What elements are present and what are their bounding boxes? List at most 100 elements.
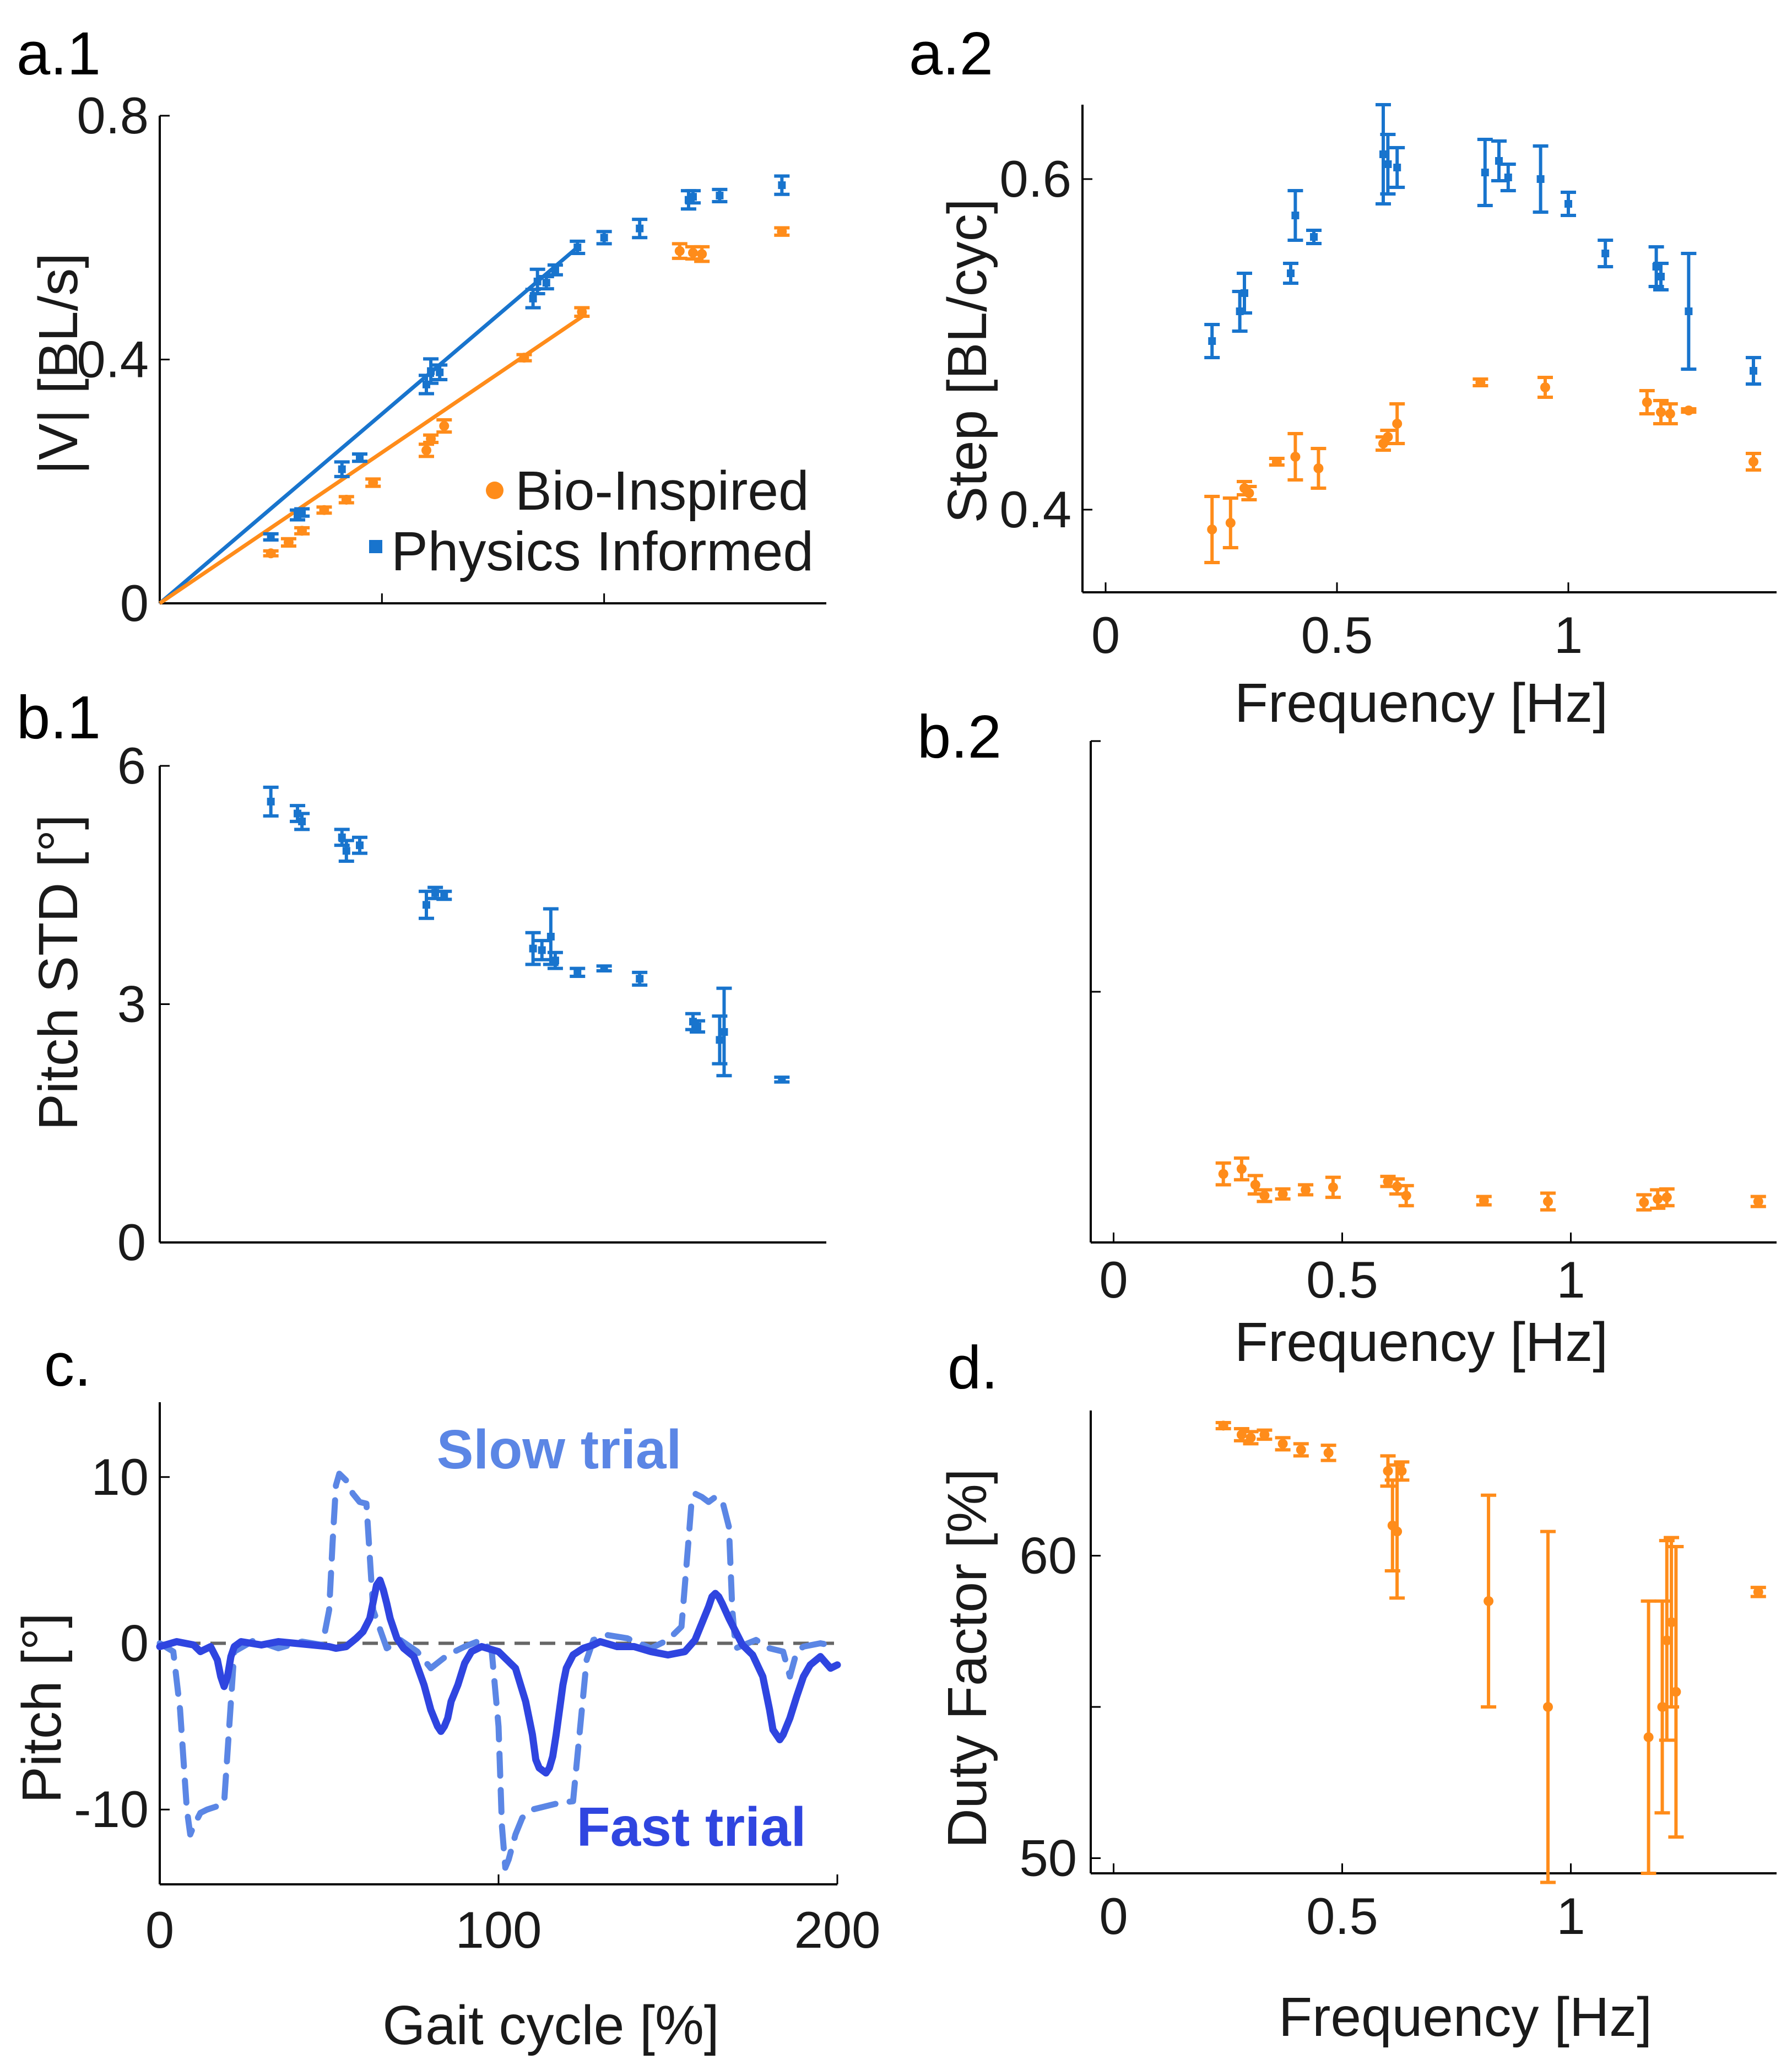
- panel-b1: b.1 Pitch STD [°]: [17, 684, 101, 1131]
- data-point-bio-inspired: [1313, 463, 1324, 473]
- data-point-bio-inspired: [1225, 518, 1236, 528]
- fast-trial-line: [156, 1576, 841, 1777]
- data-point-physics-informed: [427, 367, 435, 375]
- data-point-bio-inspired: [283, 537, 294, 548]
- data-point-bio-inspired: [1383, 432, 1393, 442]
- x-tick-label: 0.5: [1301, 606, 1373, 664]
- x-tick-label: 1: [1556, 1251, 1585, 1309]
- data-point-bio-inspired: [1748, 457, 1758, 467]
- data-point-bio-inspired: [297, 526, 307, 536]
- legend-label-physics-informed: Physics Informed: [391, 521, 814, 582]
- x-tick-label: 0.5: [1306, 1251, 1378, 1309]
- data-point-physics-informed: [546, 932, 555, 941]
- data-point-physics-informed: [1750, 367, 1757, 375]
- data-point-bio-inspired: [1392, 419, 1403, 429]
- y-tick-label: 0: [117, 1213, 146, 1271]
- fit-line: [158, 246, 579, 605]
- x-tick-label: 0: [1099, 1887, 1128, 1945]
- data-point-physics-informed: [778, 181, 786, 190]
- data-point-bio-inspired: [1753, 1196, 1763, 1207]
- data-point-physics-informed: [716, 1036, 724, 1044]
- data-point-bio-inspired: [577, 307, 587, 317]
- data-point-bio-inspired: [1328, 1182, 1338, 1192]
- y-tick-label: 0.8: [77, 87, 149, 144]
- data-point-bio-inspired: [1642, 397, 1652, 407]
- data-point-bio-inspired: [1484, 1596, 1494, 1606]
- x-tick-label: 0: [145, 1901, 174, 1959]
- plot-b2: 0 0.5 1: [1090, 740, 1777, 1309]
- data-point-physics-informed: [716, 191, 724, 199]
- data-point-physics-informed: [538, 946, 546, 954]
- data-point-bio-inspired: [1218, 1420, 1228, 1431]
- legend-label-bio-inspired: Bio-Inspired: [515, 460, 809, 522]
- plot-a2: 0.4 0.6 0 0.5 1: [999, 103, 1777, 664]
- data-point-physics-informed: [267, 533, 275, 541]
- data-point-bio-inspired: [1653, 1194, 1663, 1204]
- data-point-bio-inspired: [1259, 1429, 1270, 1440]
- data-point-bio-inspired: [1475, 377, 1486, 387]
- y-tick-label: 0: [120, 574, 149, 632]
- data-point-physics-informed: [1657, 273, 1665, 280]
- data-point-physics-informed: [636, 224, 644, 233]
- data-point-physics-informed: [342, 847, 350, 855]
- y-tick-label: 50: [1019, 1829, 1077, 1887]
- y-tick-label: 6: [117, 737, 146, 795]
- data-point-physics-informed: [356, 841, 364, 850]
- y-axis-label-d: Duty Factor [%]: [936, 1468, 998, 1848]
- slow-trial-label: Slow trial: [437, 1419, 682, 1480]
- legend-marker-bio-inspired: [486, 482, 504, 499]
- data-point-bio-inspired: [439, 421, 450, 431]
- y-tick-label: 0: [120, 1614, 149, 1672]
- data-point-physics-informed: [573, 243, 582, 251]
- data-point-physics-informed: [440, 891, 448, 899]
- slow-trial-line: [156, 1471, 841, 1871]
- data-point-physics-informed: [551, 266, 559, 274]
- data-point-bio-inspired: [1218, 1169, 1228, 1179]
- data-point-bio-inspired: [426, 434, 436, 444]
- panel-label-d: d.: [948, 1334, 998, 1402]
- data-point-physics-informed: [600, 234, 608, 242]
- data-point-bio-inspired: [1753, 1587, 1763, 1597]
- data-point-bio-inspired: [1301, 1185, 1311, 1195]
- data-point-bio-inspired: [421, 445, 431, 456]
- data-point-physics-informed: [720, 1028, 728, 1036]
- panel-a1: a.1 |V| [BL/s] Bio-Inspired Physics Info…: [17, 20, 814, 582]
- y-tick-label: 0.6: [999, 150, 1071, 208]
- data-point-physics-informed: [338, 465, 346, 473]
- data-point-physics-informed: [1601, 250, 1610, 257]
- x-tick-label: 1: [1554, 606, 1583, 664]
- data-point-bio-inspired: [1207, 525, 1217, 534]
- data-point-physics-informed: [356, 453, 364, 462]
- y-tick-label: 3: [117, 975, 146, 1033]
- data-point-bio-inspired: [1277, 1189, 1288, 1199]
- data-point-physics-informed: [1384, 160, 1392, 168]
- data-point-bio-inspired: [266, 548, 276, 559]
- data-point-bio-inspired: [1540, 382, 1550, 392]
- data-point-physics-informed: [1393, 164, 1401, 171]
- data-point-bio-inspired: [1656, 407, 1666, 417]
- fit-line: [159, 312, 588, 605]
- data-point-bio-inspired: [1643, 1732, 1654, 1742]
- y-tick-label: 0.4: [999, 480, 1071, 538]
- x-axis-label-b2: Frequency [Hz]: [1235, 1311, 1608, 1373]
- data-point-physics-informed: [1504, 174, 1512, 181]
- data-point-bio-inspired: [1236, 1164, 1247, 1174]
- data-point-bio-inspired: [1246, 1433, 1256, 1443]
- data-point-bio-inspired: [1250, 1180, 1260, 1190]
- data-point-bio-inspired: [1396, 1466, 1407, 1476]
- data-point-physics-informed: [1481, 169, 1489, 176]
- data-point-bio-inspired: [1296, 1445, 1306, 1455]
- x-axis-label-c: Gait cycle [%]: [382, 1995, 719, 2056]
- data-point-bio-inspired: [1290, 452, 1301, 462]
- data-point-physics-informed: [1536, 175, 1545, 183]
- data-point-physics-informed: [1310, 233, 1318, 241]
- data-point-bio-inspired: [1383, 1466, 1393, 1476]
- panel-label-b1: b.1: [17, 684, 101, 752]
- y-tick-label: 0.4: [77, 331, 149, 388]
- data-point-bio-inspired: [1683, 406, 1694, 415]
- data-point-physics-informed: [1291, 212, 1300, 219]
- data-point-bio-inspired: [1661, 1192, 1672, 1203]
- data-point-bio-inspired: [777, 226, 787, 237]
- data-point-bio-inspired: [1244, 488, 1254, 498]
